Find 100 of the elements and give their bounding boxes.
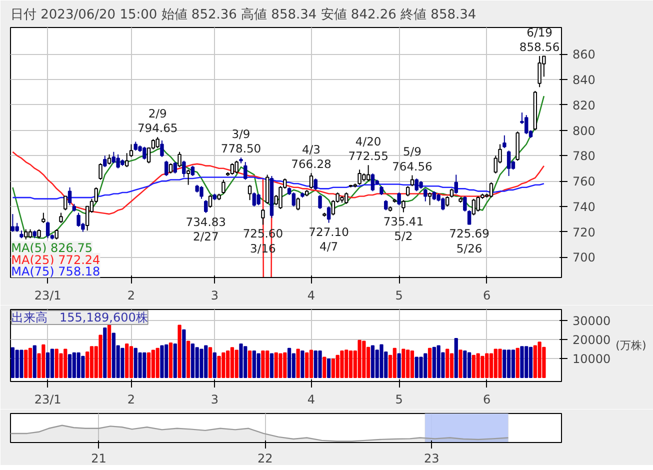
bar [318,350,322,378]
bar [446,348,450,378]
bar [322,356,326,378]
candlestick [384,200,388,211]
candlestick [402,200,406,213]
candlestick [168,162,173,174]
x-tick-label: 3 [210,288,218,302]
bar [182,329,186,378]
bar [138,352,142,378]
candlestick [406,186,410,197]
bar [358,340,362,378]
candlestick [445,196,450,207]
bar [146,352,151,378]
candlestick [173,162,177,174]
candlestick [64,196,68,211]
y-tick-label: 820 [572,98,596,112]
candlestick [428,192,432,206]
bar [230,347,234,378]
bar [392,348,396,378]
annotation: 5/9 764.56 [392,144,432,174]
bar [410,350,414,378]
bar [300,350,304,378]
bar [309,350,314,378]
annotation: 4/3 766.28 [291,142,332,172]
candlestick [234,160,238,174]
annotation: 727.10 4/7 [308,224,349,254]
candlestick [489,182,494,198]
x-tick-label: 23/1 [34,288,62,302]
candlestick [208,194,212,208]
bar [454,338,458,378]
candlestick [252,192,256,207]
bar [502,350,506,378]
bar [129,346,134,378]
bar [472,354,476,378]
x-tick-label: 4 [307,288,316,302]
y-tick-label: 20000 [572,332,611,347]
bar [32,345,36,378]
candlestick [261,208,265,226]
candlestick [222,179,226,194]
candlestick [103,155,107,168]
bar [256,353,260,378]
bar [296,348,300,378]
bar [234,350,238,378]
bar [173,343,177,378]
bar [10,347,15,378]
annotation: 2/9 794.65 [137,106,178,136]
bar [248,350,252,378]
bar [151,350,156,378]
bar [480,356,484,378]
candlestick [256,193,260,206]
bar [208,347,212,378]
chart-title: 出来高 155,189,600株 [12,310,148,324]
y-tick-label: 860 [572,48,596,62]
x-tick-label: 2 [127,392,136,406]
bar [498,348,502,378]
bar [450,353,454,378]
bar [212,352,216,378]
y-axis-title: (万株) [616,339,646,352]
bar [125,343,129,378]
candlestick [129,144,134,158]
annotation: 3/9 778.50 [220,126,262,156]
text: MA(75) 758.18 [11,264,100,279]
candlestick [314,178,318,190]
bar [305,352,309,378]
annotation: 6/19 858.56 [519,25,560,54]
candlestick [124,152,129,168]
bar [239,343,243,378]
series-label: MA(5) 826.75 [11,241,93,256]
x-tick-label: 5 [395,288,403,302]
candlestick [309,172,314,190]
bar [168,342,173,378]
candlestick [397,192,401,206]
bar [458,350,462,378]
candlestick [182,160,186,178]
y-tick-label: 760 [572,174,596,189]
x-tick-label: 3 [210,392,218,406]
bar [270,353,274,378]
bar [467,352,472,378]
bar [24,350,28,378]
bar [520,346,524,378]
candlestick [156,136,160,149]
bar [178,324,182,378]
y-tick-label: 740 [572,200,596,214]
annotation: 734.83 2/27 [186,214,226,244]
bar [50,348,54,378]
candlestick [204,200,208,214]
y-tick-label: 840 [572,73,596,88]
bar [340,350,344,378]
bar [489,353,494,378]
candlestick [326,206,331,224]
x-tick-label: 6 [483,392,491,406]
bar [59,353,63,378]
bar [68,354,72,378]
candlestick [472,198,476,216]
annotation: 735.41 5/2 [383,214,424,243]
bar [348,350,353,378]
bar [261,350,265,378]
x-tick-label: 23 [424,452,440,466]
bar [402,348,406,378]
bar [186,340,190,378]
